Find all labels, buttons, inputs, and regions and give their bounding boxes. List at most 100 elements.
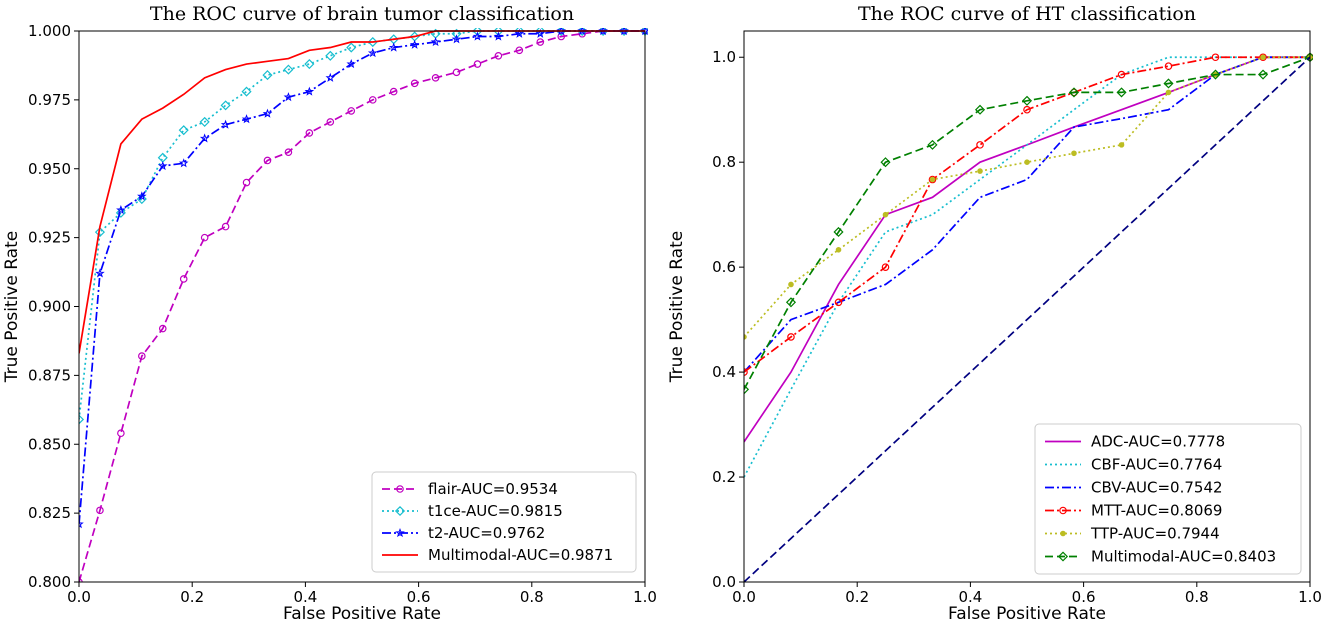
legend-label: flair-AUC=0.9534 [428, 480, 558, 498]
series-ttp-point [1118, 142, 1125, 148]
series-t2-point [262, 108, 273, 118]
x-tick-label: 0.4 [293, 588, 317, 606]
series-mtt-point [834, 298, 843, 307]
chart-title: The ROC curve of HT classification [858, 3, 1196, 25]
series-mtt-point [1211, 53, 1220, 62]
series-flair-point [431, 74, 440, 82]
series-t2-line [79, 30, 645, 525]
y-tick-label: 0.0 [712, 573, 736, 591]
series-t2-point [79, 519, 84, 529]
legend-key-ttp-point [1060, 530, 1066, 537]
series-t2-point [598, 28, 608, 36]
legend: flair-AUC=0.9534 t1ce-AUC=0.9815 t2-AUC=0.… [371, 471, 637, 573]
legend-box [1034, 423, 1302, 575]
series-ttp-point [977, 168, 983, 174]
y-tick-label: 0.900 [28, 298, 71, 316]
y-tick-label: 0.975 [28, 91, 71, 109]
series-ttp-point [1024, 159, 1030, 165]
series-multimodal-point [1210, 69, 1221, 80]
legend-key-t2-point [395, 527, 405, 538]
series-ttp-point [929, 176, 936, 183]
x-tick-label: 1.0 [633, 588, 657, 606]
y-tick-label: 0.875 [28, 366, 71, 384]
x-tick-label: 0.0 [732, 588, 756, 606]
series-t2-point [178, 158, 189, 168]
legend: ADC-AUC=0.7778 CBF-AUC=0.7764 CBV-AUC=0.75… [1034, 423, 1302, 575]
chart-title: The ROC curve of brain tumor classificat… [150, 3, 574, 25]
series-t1ce-point [367, 36, 378, 48]
legend-label: CBV-AUC=0.7542 [1091, 479, 1223, 497]
series-t1ce-point [94, 227, 105, 238]
series-flair-point [263, 156, 272, 165]
plot-area: 0.0 0.2 0.4 0.6 0.8 1.0 0.0 0.2 0.4 0.6 0.8 1.0 ADC-… [712, 30, 1322, 606]
x-tick-label: 0.8 [1185, 588, 1209, 606]
legend-key-t1ce-point [394, 505, 406, 517]
series-t2-point [283, 92, 294, 102]
y-tick-label: 0.925 [28, 229, 71, 247]
legend-label: MTT-AUC=0.8069 [1091, 502, 1222, 520]
y-tick-label: 0.825 [28, 504, 71, 522]
series-flair-point [305, 129, 314, 137]
x-axis-label: False Positive Rate [283, 604, 441, 624]
chart-ht-roc: The ROC curve of HT classification False… [667, 3, 1322, 624]
series-multimodal-point [833, 226, 844, 238]
series-flair-point [200, 233, 209, 242]
series-t1ce-point [241, 86, 252, 97]
series-flair-point [242, 178, 251, 187]
series-t2-point [451, 34, 462, 44]
y-tick-label: 1.0 [712, 48, 736, 66]
series-t2-point [346, 59, 357, 69]
series-t2-point [241, 114, 252, 124]
series-group [744, 52, 1313, 582]
y-tick-label: 0.8 [712, 153, 736, 171]
series-group [79, 28, 648, 582]
series-t2-point [577, 28, 587, 36]
legend-label: ADC-AUC=0.7778 [1091, 433, 1225, 451]
series-t2-point [220, 119, 231, 129]
series-flair-point [179, 275, 188, 283]
series-flair-point [284, 148, 293, 157]
series-t1ce-point [346, 42, 357, 53]
series-multimodal-point [1021, 95, 1033, 106]
series-ttp-point [835, 247, 842, 253]
legend-label: t1ce-AUC=0.9815 [428, 502, 563, 520]
series-t1ce-point [115, 207, 126, 218]
x-tick-label: 0.8 [520, 588, 544, 606]
x-tick-label: 0.2 [180, 588, 204, 606]
legend-key-mtt-point [1059, 506, 1067, 515]
y-tick-label: 1.000 [28, 22, 71, 40]
series-multimodal-point [1068, 87, 1080, 98]
series-t1ce-point [325, 50, 336, 61]
y-tick-label: 0.850 [28, 435, 71, 453]
y-tick-label: 0.800 [28, 573, 71, 591]
series-multimodal-point [744, 384, 750, 395]
series-t2-point [199, 133, 210, 143]
series-t1ce-point [199, 116, 210, 127]
legend-box [371, 471, 637, 573]
series-mtt-point [1259, 53, 1267, 62]
series-multimodal-point [880, 157, 891, 168]
series-t2-point [137, 191, 147, 201]
legend-label: t2-AUC=0.9762 [428, 524, 545, 542]
series-multimodal-point [974, 104, 986, 115]
series-multimodal-point [1257, 69, 1269, 80]
series-ttp-point [1071, 150, 1077, 157]
series-mtt-point [881, 263, 890, 271]
series-t2-point [493, 31, 504, 41]
series-t1ce-point [472, 28, 483, 37]
x-tick-label: 0.6 [407, 588, 431, 606]
series-flair-point [515, 46, 524, 55]
series-flair-line [79, 30, 645, 582]
plot-area: 0.0 0.2 0.4 0.6 0.8 1.0 0.800 0.825 0.850 0.875 0.… [28, 22, 657, 606]
series-multimodal-line [744, 56, 1311, 390]
legend-label: CBF-AUC=0.7764 [1091, 456, 1222, 474]
series-flair-point [536, 38, 545, 46]
series-mtt-point [1164, 62, 1173, 70]
series-adc-line [744, 56, 1310, 443]
y-tick-label: 0.4 [712, 363, 736, 381]
series-cbf-line [744, 56, 1310, 478]
series-t2-point [409, 39, 420, 49]
series-mtt-point [744, 368, 748, 376]
series-flair-point [117, 429, 125, 438]
legend-key-multimodal-point [1057, 551, 1069, 562]
